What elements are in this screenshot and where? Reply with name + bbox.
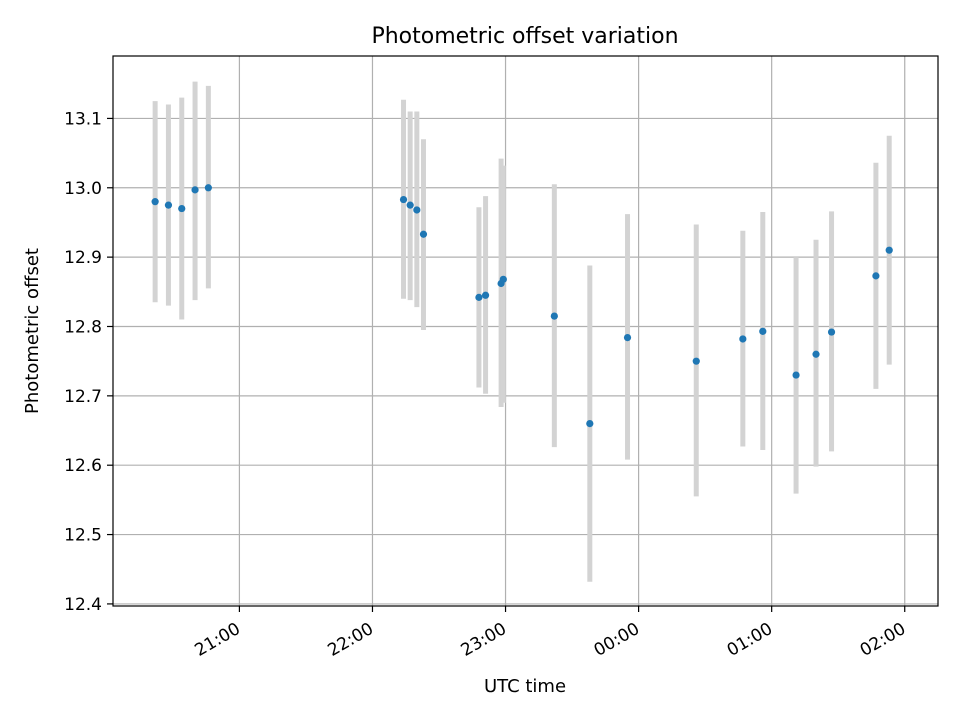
y-tick-label: 12.6 [64,456,102,476]
y-tick-label: 12.4 [64,595,102,615]
y-tick-label: 12.8 [64,317,102,337]
data-point [739,335,747,343]
data-point [812,350,820,358]
x-tick-label: 00:00 [591,619,643,661]
plot-frame [112,55,939,607]
data-point [164,201,173,209]
x-tick-label: 22:00 [325,619,377,661]
data-points [151,184,893,428]
x-tick-label: 21:00 [191,619,243,661]
y-tick-label: 13.1 [64,109,102,129]
x-tick-label: 02:00 [857,619,909,661]
data-point [885,246,893,254]
x-tick-label: 23:00 [458,619,510,661]
data-point [827,328,836,336]
x-axis: 21:00 22:00 23:00 00:00 01:00 02:00 [191,606,909,661]
y-tick-label: 13.0 [64,179,102,199]
data-point [586,419,594,428]
data-point [499,275,507,283]
data-point [759,327,767,335]
data-point [178,204,186,213]
data-point [413,206,421,214]
data-point [792,371,800,379]
x-axis-label: UTC time [484,676,566,697]
y-axis: 12.4 12.5 12.6 12.7 12.8 12.9 13.0 13.1 [64,109,113,615]
data-point [399,195,408,204]
data-point [419,230,428,238]
grid [113,56,938,606]
y-tick-label: 12.7 [64,387,102,407]
data-point [872,272,880,280]
data-point [191,186,199,194]
data-point [481,291,490,299]
data-point [204,184,212,192]
x-tick-label: 01:00 [724,619,776,661]
data-point [623,333,632,342]
chart-title: Photometric offset variation [371,24,678,49]
data-point [406,201,414,209]
data-point [692,357,700,365]
y-axis-label: Photometric offset [22,248,43,414]
data-point [151,198,159,206]
y-tick-label: 12.5 [64,526,102,546]
data-point [475,293,483,301]
errorbars [152,81,892,582]
data-point [550,312,558,320]
y-tick-label: 12.9 [64,248,102,268]
